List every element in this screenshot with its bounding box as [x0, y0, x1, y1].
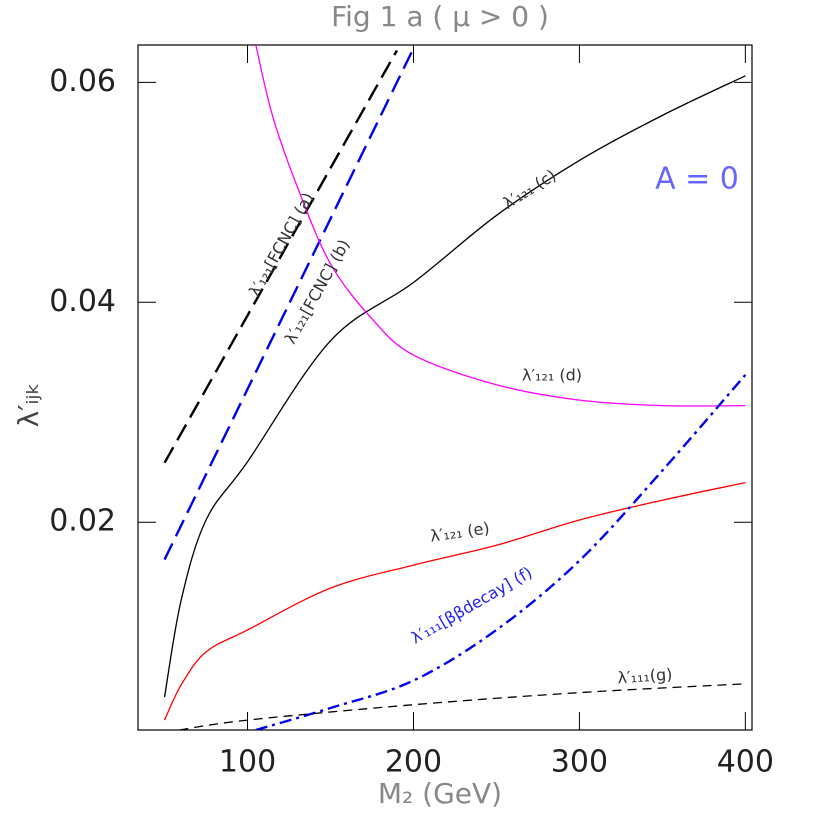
y-axis-label: λ′ᵢⱼₖ	[12, 383, 45, 428]
y-tick-label: 0.02	[49, 504, 116, 539]
x-tick-label: 100	[219, 745, 276, 780]
chart-title: Fig 1 a ( μ > 0 )	[331, 0, 549, 33]
series-line	[179, 683, 746, 730]
x-tick-label: 200	[385, 745, 442, 780]
y-tick-label: 0.06	[49, 64, 116, 99]
annotation: A = 0	[655, 162, 739, 197]
x-tick-label: 300	[551, 745, 608, 780]
series-line	[255, 374, 747, 730]
series-line	[163, 49, 398, 464]
annotation: λ′₁₁₁[ββdecay] (f)	[408, 563, 536, 648]
annotation: λ′₁₂₁ (c)	[500, 166, 560, 213]
annotation: λ′₁₂₁ (e)	[429, 518, 491, 545]
x-axis-label: M₂ (GeV)	[378, 777, 502, 810]
x-tick-label: 400	[717, 745, 774, 780]
series-line	[163, 75, 746, 698]
annotation: λ′₁₁₁(g)	[617, 665, 673, 688]
y-tick-label: 0.04	[49, 284, 116, 319]
annotation: λ′₁₂₁[FCNC] (b)	[281, 236, 354, 347]
annotation: λ′₁₂₁[FCNC] (a)	[245, 189, 318, 299]
plot-frame	[137, 44, 753, 731]
series-line	[255, 45, 746, 407]
annotation: λ′₁₂₁ (d)	[522, 366, 582, 385]
series-line	[163, 47, 415, 561]
